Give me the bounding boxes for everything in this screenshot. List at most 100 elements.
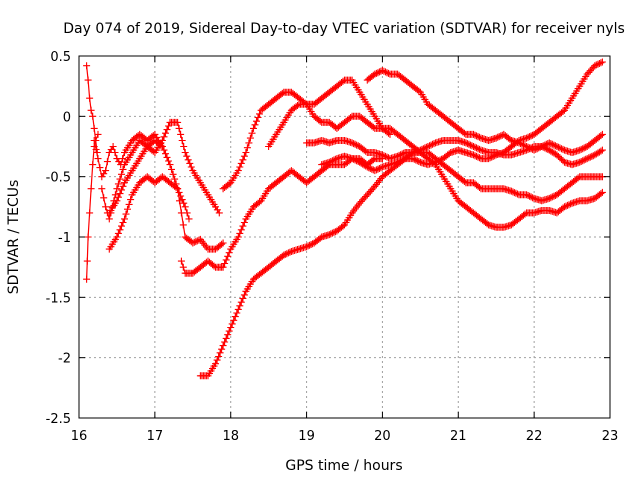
data-point [174, 118, 182, 126]
data-point [397, 157, 405, 165]
data-point [510, 189, 518, 197]
data-point [221, 338, 229, 346]
data-point [410, 155, 418, 163]
data-point [183, 152, 191, 160]
data-point [357, 198, 365, 205]
data-point [316, 234, 324, 242]
data-point [430, 140, 438, 148]
data-point [113, 233, 121, 241]
data-point [415, 87, 423, 95]
data-point [185, 215, 193, 223]
data-point [368, 165, 376, 173]
x-tick-label: 19 [298, 429, 315, 444]
data-point [524, 143, 532, 151]
data-point [227, 324, 235, 331]
data-point [589, 152, 597, 160]
data-point [518, 140, 526, 148]
data-point [559, 108, 567, 115]
data-point [473, 132, 480, 140]
data-point [380, 67, 388, 75]
data-point [254, 114, 262, 121]
data-point [113, 197, 121, 205]
data-point [476, 145, 483, 153]
data-point [542, 140, 550, 148]
data-point [234, 167, 242, 175]
data-point [539, 142, 547, 150]
data-point [460, 178, 468, 185]
data-point [281, 250, 289, 258]
data-point [426, 142, 433, 150]
data-point [432, 158, 439, 166]
data-point [239, 295, 247, 302]
data-point [582, 155, 590, 163]
data-point [486, 154, 494, 162]
data-point [547, 140, 555, 148]
data-point [331, 155, 339, 163]
data-point [251, 121, 259, 129]
data-point [597, 190, 605, 198]
data-point [250, 124, 257, 132]
data-point [171, 175, 179, 183]
data-point [400, 149, 408, 157]
data-point [421, 144, 429, 152]
data-point [553, 143, 561, 150]
data-point [468, 142, 476, 150]
data-point [383, 69, 391, 77]
data-point [109, 143, 117, 150]
data-point [577, 158, 585, 165]
data-point [162, 150, 169, 158]
data-point [122, 210, 130, 218]
data-point [224, 252, 232, 260]
data-point [245, 139, 253, 147]
data-point [515, 139, 523, 147]
data-point [476, 133, 483, 141]
data-point [177, 130, 185, 138]
data-point [382, 152, 389, 160]
data-point [558, 155, 565, 163]
data-point [473, 152, 480, 160]
data-point [550, 192, 558, 200]
data-point [369, 123, 377, 131]
data-point [369, 184, 377, 192]
data-point [371, 70, 379, 78]
data-point [353, 141, 361, 149]
data-point [585, 154, 593, 162]
data-point [330, 228, 338, 236]
data-point [157, 141, 165, 149]
data-point [374, 165, 382, 173]
data-point [375, 165, 383, 172]
data-point [221, 260, 229, 267]
data-point [553, 151, 561, 159]
data-point [462, 139, 470, 147]
data-point [256, 110, 263, 118]
data-point [574, 174, 582, 182]
data-point [284, 249, 292, 257]
data-point [383, 153, 391, 161]
data-point [169, 170, 177, 178]
data-point [96, 164, 104, 172]
data-point [533, 145, 541, 153]
data-point [339, 77, 347, 85]
data-point [523, 143, 531, 150]
series-track-6 [105, 137, 227, 253]
data-point [94, 130, 102, 138]
data-point [598, 130, 606, 138]
data-point [102, 203, 110, 211]
x-axis-label: GPS time / hours [285, 458, 402, 474]
data-point [189, 239, 197, 247]
y-tick-label: -1 [58, 231, 71, 246]
data-point [327, 158, 335, 165]
data-point [471, 152, 479, 160]
data-point [547, 194, 555, 202]
data-point [360, 194, 368, 202]
data-point [353, 157, 361, 165]
data-point [127, 196, 135, 204]
data-point [398, 156, 406, 164]
data-point [489, 152, 497, 160]
data-point [424, 143, 432, 150]
data-point [362, 147, 370, 155]
data-point [177, 257, 185, 265]
data-point [348, 155, 356, 163]
data-point [119, 155, 127, 163]
